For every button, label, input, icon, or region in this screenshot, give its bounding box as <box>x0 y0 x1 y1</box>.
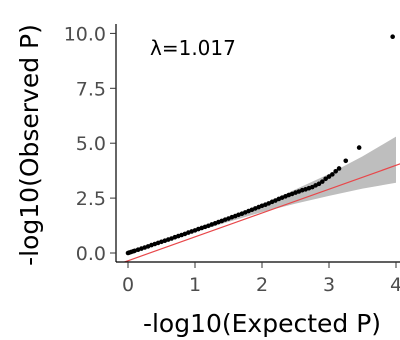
x-axis-title: -log10(Expected P) <box>143 309 381 338</box>
x-tick-label: 0 <box>122 274 134 296</box>
data-point <box>336 166 342 171</box>
x-axis-ticks: 0 1 2 3 4 <box>122 262 400 296</box>
data-point <box>343 158 349 164</box>
data-point <box>323 176 328 182</box>
x-tick-label: 4 <box>390 274 400 296</box>
data-point <box>390 34 395 39</box>
y-tick-label: 2.5 <box>76 188 106 210</box>
y-tick-label: 7.5 <box>76 78 106 100</box>
x-tick-label: 1 <box>189 274 201 296</box>
reference-line <box>122 163 400 262</box>
data-point <box>326 174 332 179</box>
y-tick-label: 0.0 <box>76 243 106 265</box>
data-point <box>320 179 325 184</box>
y-axis-ticks: 0.0 2.5 5.0 7.5 10.0 <box>64 23 116 265</box>
lambda-annotation: λ=1.017 <box>150 36 236 60</box>
plot-area <box>122 34 400 262</box>
x-tick-label: 3 <box>323 274 335 296</box>
data-point <box>316 181 322 187</box>
y-tick-label: 5.0 <box>76 133 106 155</box>
data-point <box>356 145 362 150</box>
confidence-band <box>128 136 396 253</box>
y-tick-label: 10.0 <box>64 23 106 45</box>
y-axis-title: -log10(Observed P) <box>15 24 44 266</box>
data-point <box>330 172 335 177</box>
data-point <box>333 169 339 174</box>
x-tick-label: 2 <box>256 274 268 296</box>
